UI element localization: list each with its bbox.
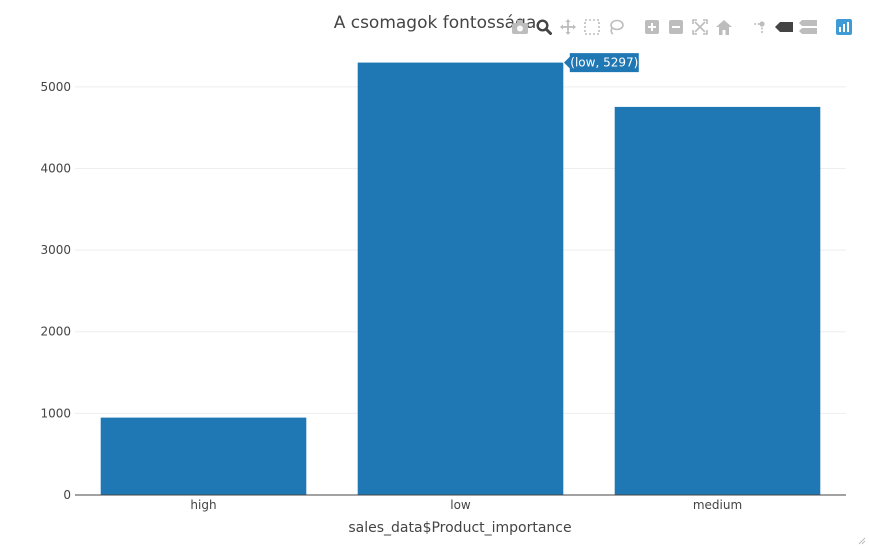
lasso-select-button[interactable] <box>606 16 626 38</box>
x-axis-title: sales_data$Product_importance <box>348 520 571 536</box>
axes: 0 1000 2000 3000 4000 5000 high low medium <box>40 80 846 512</box>
bar-high[interactable] <box>100 417 307 495</box>
hover-tooltip: (low, 5297) <box>562 52 640 74</box>
lasso-icon <box>610 19 624 35</box>
hover-tooltip-box <box>562 52 640 74</box>
y-tick-label: 0 <box>63 488 71 502</box>
zoom-in-button[interactable] <box>642 16 662 38</box>
spike-lines-icon <box>754 21 765 34</box>
zoom-in-icon <box>645 20 659 34</box>
y-tick-label: 2000 <box>40 325 71 339</box>
zoom-out-icon <box>669 20 683 34</box>
y-tick-label: 5000 <box>40 80 71 94</box>
plotly-logo-button[interactable] <box>834 16 854 38</box>
reset-axes-icon <box>716 19 732 35</box>
plotly-logo-icon <box>836 19 852 35</box>
bar-medium[interactable] <box>614 106 821 495</box>
chart-title: A csomagok fontossága <box>334 13 537 33</box>
x-tick-label: high <box>190 498 216 512</box>
box-select-button[interactable] <box>582 16 602 38</box>
hover-closest-button[interactable] <box>774 16 794 38</box>
bar-low[interactable] <box>357 62 564 496</box>
modebar <box>510 16 858 38</box>
download-plot-button[interactable] <box>510 16 530 38</box>
camera-icon <box>512 20 528 34</box>
x-tick-label: low <box>450 498 471 512</box>
y-tick-label: 3000 <box>40 243 71 257</box>
spike-lines-button[interactable] <box>750 16 770 38</box>
pan-button[interactable] <box>558 16 578 38</box>
hover-tooltip-label: (low, 5297) <box>570 56 638 70</box>
zoom-out-button[interactable] <box>666 16 686 38</box>
zoom-button[interactable] <box>534 16 554 38</box>
autoscale-button[interactable] <box>690 16 710 38</box>
y-tick-label: 1000 <box>40 406 71 420</box>
autoscale-icon <box>692 19 708 35</box>
hover-closest-icon <box>775 22 793 32</box>
pan-icon <box>560 19 576 35</box>
hover-compare-icon <box>799 20 817 34</box>
bars <box>100 62 821 496</box>
x-tick-label: medium <box>693 498 742 512</box>
reset-axes-button[interactable] <box>714 16 734 38</box>
hover-compare-button[interactable] <box>798 16 818 38</box>
box-select-icon <box>584 19 600 35</box>
zoom-icon <box>536 19 552 35</box>
y-tick-label: 4000 <box>40 161 71 175</box>
resize-handle-icon[interactable] <box>858 537 866 545</box>
